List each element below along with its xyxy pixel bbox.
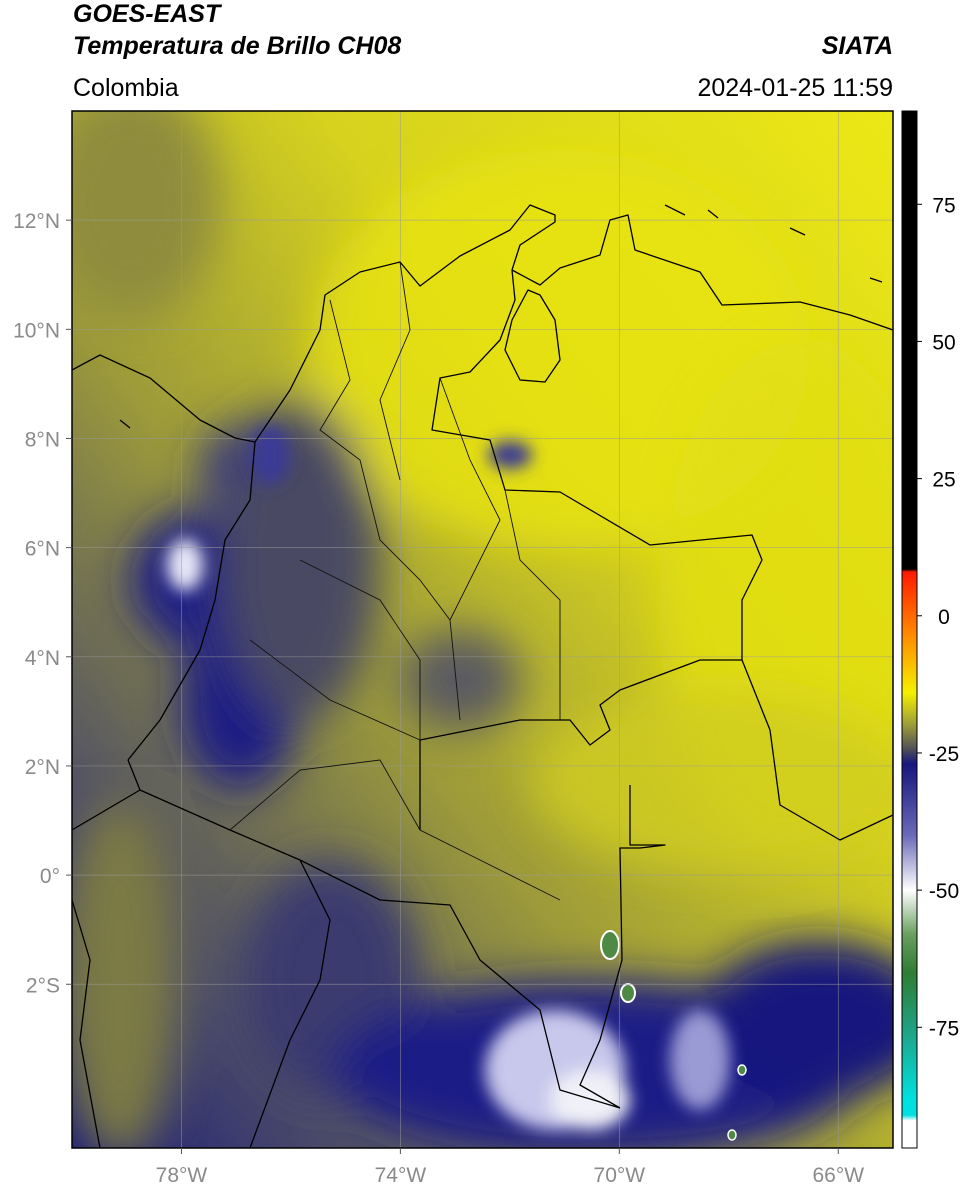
- colorbar-tick-label: -75: [929, 1017, 959, 1040]
- admin-borders: [229, 261, 561, 901]
- subtitle: Temperatura de Brillo CH08: [73, 32, 401, 60]
- pacific-coast: [72, 441, 331, 1148]
- title: GOES-EAST: [73, 0, 223, 28]
- y-tick-label: 0°: [40, 865, 60, 888]
- colorbar-tick-label: 50: [932, 331, 955, 354]
- colombia-border: [127, 269, 893, 1109]
- graticule: [72, 111, 893, 1148]
- x-tick-label: 74°W: [375, 1164, 427, 1187]
- x-tick-label: 78°W: [156, 1164, 208, 1187]
- colorbar: 75 50 25 0 -25 -50 -75: [901, 110, 959, 1149]
- islands: [119, 204, 883, 429]
- colorbar-tick-label: 0: [938, 606, 950, 629]
- region: Colombia: [73, 74, 179, 102]
- panama-coast: [72, 354, 256, 443]
- datetime: 2024-01-25 11:59: [697, 74, 893, 102]
- source: SIATA: [822, 32, 893, 60]
- lake-maracaibo: [504, 289, 561, 383]
- venezuela-coast: [511, 214, 893, 331]
- colorbar-tick-label: -25: [929, 743, 959, 766]
- x-tick-label: 66°W: [812, 1164, 864, 1187]
- map-frame: [71, 110, 894, 1149]
- y-tick-label: 4°N: [25, 647, 60, 670]
- colorbar-ramp: [901, 110, 918, 1149]
- y-tick-label: 8°N: [25, 428, 60, 451]
- boundaries: [72, 204, 893, 1148]
- colorbar-tick-label: -50: [929, 880, 959, 903]
- y-tick-label: 12°N: [13, 210, 60, 233]
- y-tick-label: 10°N: [13, 319, 60, 342]
- colorbar-tick-label: 75: [932, 194, 955, 217]
- x-tick-label: 70°W: [594, 1164, 646, 1187]
- colorbar-tick-label: 25: [932, 469, 955, 492]
- y-tick-label: 2°N: [25, 756, 60, 779]
- caribbean-coast: [254, 204, 556, 443]
- y-tick-label: 2°S: [26, 974, 60, 997]
- satellite-image: [72, 111, 893, 1148]
- y-tick-label: 6°N: [25, 538, 60, 561]
